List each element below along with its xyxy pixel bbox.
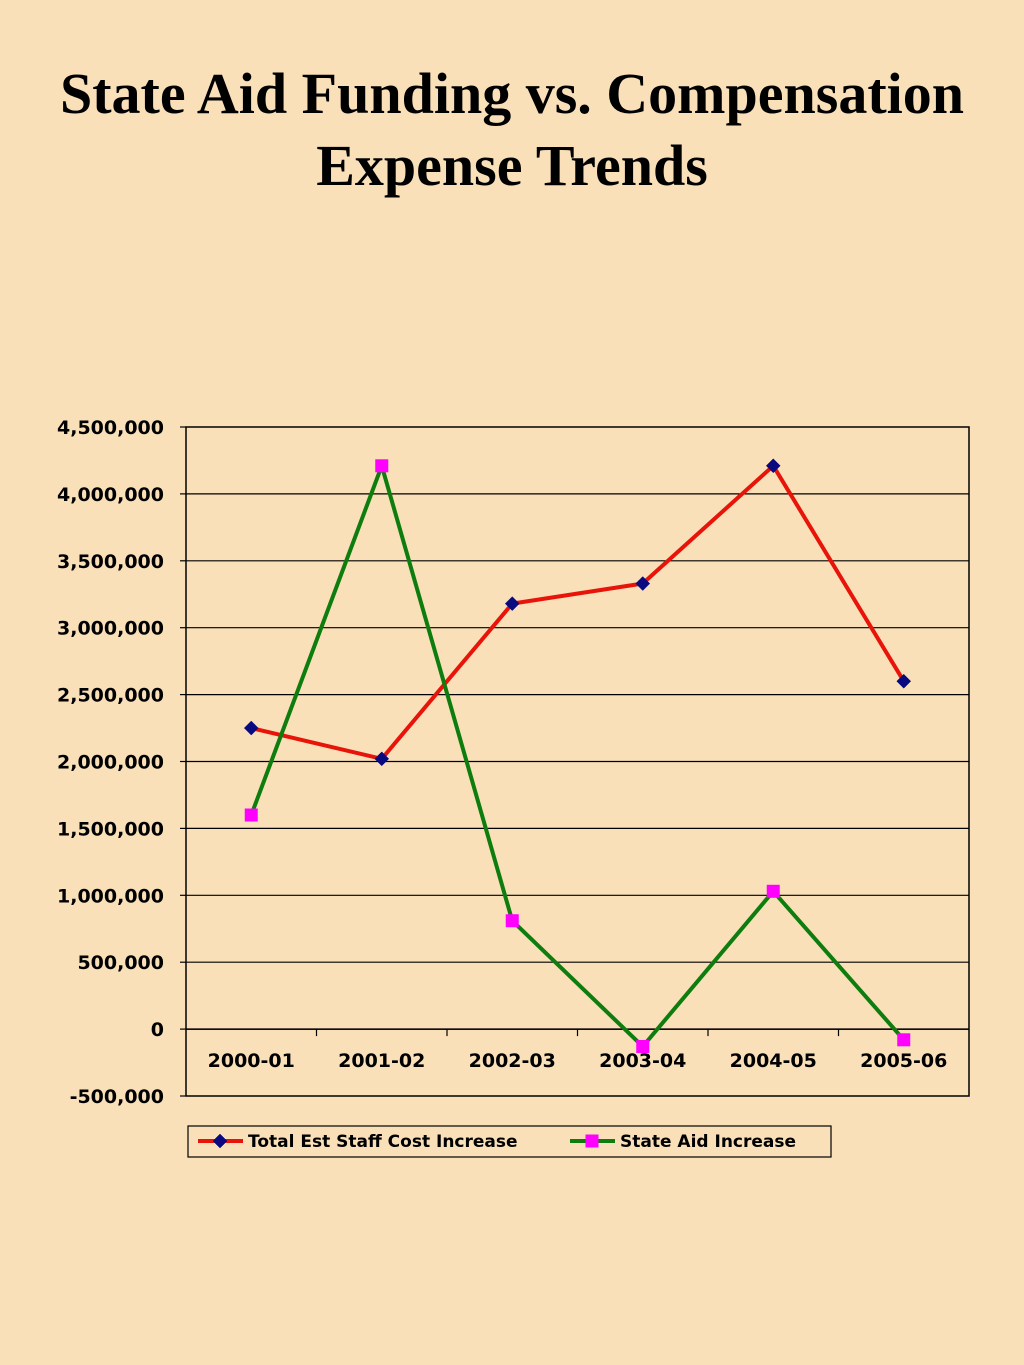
y-tick-label: 1,000,000 [57, 885, 164, 907]
y-tick-label: 2,500,000 [57, 685, 164, 707]
slide-title-line-2: Expense Trends [316, 133, 708, 198]
y-tick-label: 500,000 [77, 952, 164, 974]
legend-label-1: Total Est Staff Cost Increase [248, 1132, 518, 1152]
series-1-point [896, 673, 912, 689]
series-2-point [375, 459, 389, 473]
x-tick-label: 2003-04 [599, 1050, 686, 1072]
y-tick-label: 1,500,000 [57, 818, 164, 840]
slide-title-line-1: State Aid Funding vs. Compensation [59, 61, 965, 126]
legend-marker-1 [212, 1133, 228, 1149]
legend-marker-2 [585, 1134, 599, 1148]
series-line-1 [250, 463, 906, 761]
gridlines [186, 493, 969, 1030]
x-axis-tick-labels: 2000-01 2001-02 2002-03 2003-04 2004-05 2005-… [208, 1050, 948, 1072]
series-markers [243, 458, 912, 1053]
series-line-2 [249, 463, 906, 1049]
legend: Total Est Staff Cost Increase State Aid I… [187, 1125, 832, 1158]
series-2-point [636, 1039, 650, 1053]
x-tick-label: 2005-06 [860, 1050, 947, 1072]
legend-label-2: State Aid Increase [620, 1132, 796, 1152]
x-axis-ticks [315, 1029, 840, 1037]
x-tick-label: 2004-05 [730, 1050, 817, 1072]
x-tick-label: 2000-01 [208, 1050, 295, 1072]
y-tick-label: 4,000,000 [57, 484, 164, 506]
y-tick-label: -500,000 [70, 1086, 164, 1108]
y-tick-label: 0 [151, 1019, 164, 1041]
series-2-point [244, 808, 258, 822]
x-tick-label: 2002-03 [469, 1050, 556, 1072]
series-1-point [374, 751, 390, 767]
series-1-point [765, 458, 781, 474]
series-2-point [897, 1033, 911, 1047]
y-tick-label: 3,000,000 [57, 618, 164, 640]
y-axis-tick-labels: -500,000 0 500,000 1,000,000 1,500,000 2,000,… [57, 417, 186, 1108]
series-2-point [505, 914, 519, 928]
y-tick-label: 4,500,000 [57, 417, 164, 439]
y-tick-label: 3,500,000 [57, 551, 164, 573]
series-2-point [766, 884, 780, 898]
series-lines [249, 463, 906, 1049]
series-1-point [243, 720, 259, 736]
legend-box [187, 1125, 832, 1158]
series-1-point [504, 596, 520, 611]
y-tick-label: 2,000,000 [57, 752, 164, 774]
x-tick-label: 2001-02 [338, 1050, 425, 1072]
series-1-point [635, 576, 651, 591]
slide-title: State Aid Funding vs. Compensation Expen… [0, 58, 1024, 202]
